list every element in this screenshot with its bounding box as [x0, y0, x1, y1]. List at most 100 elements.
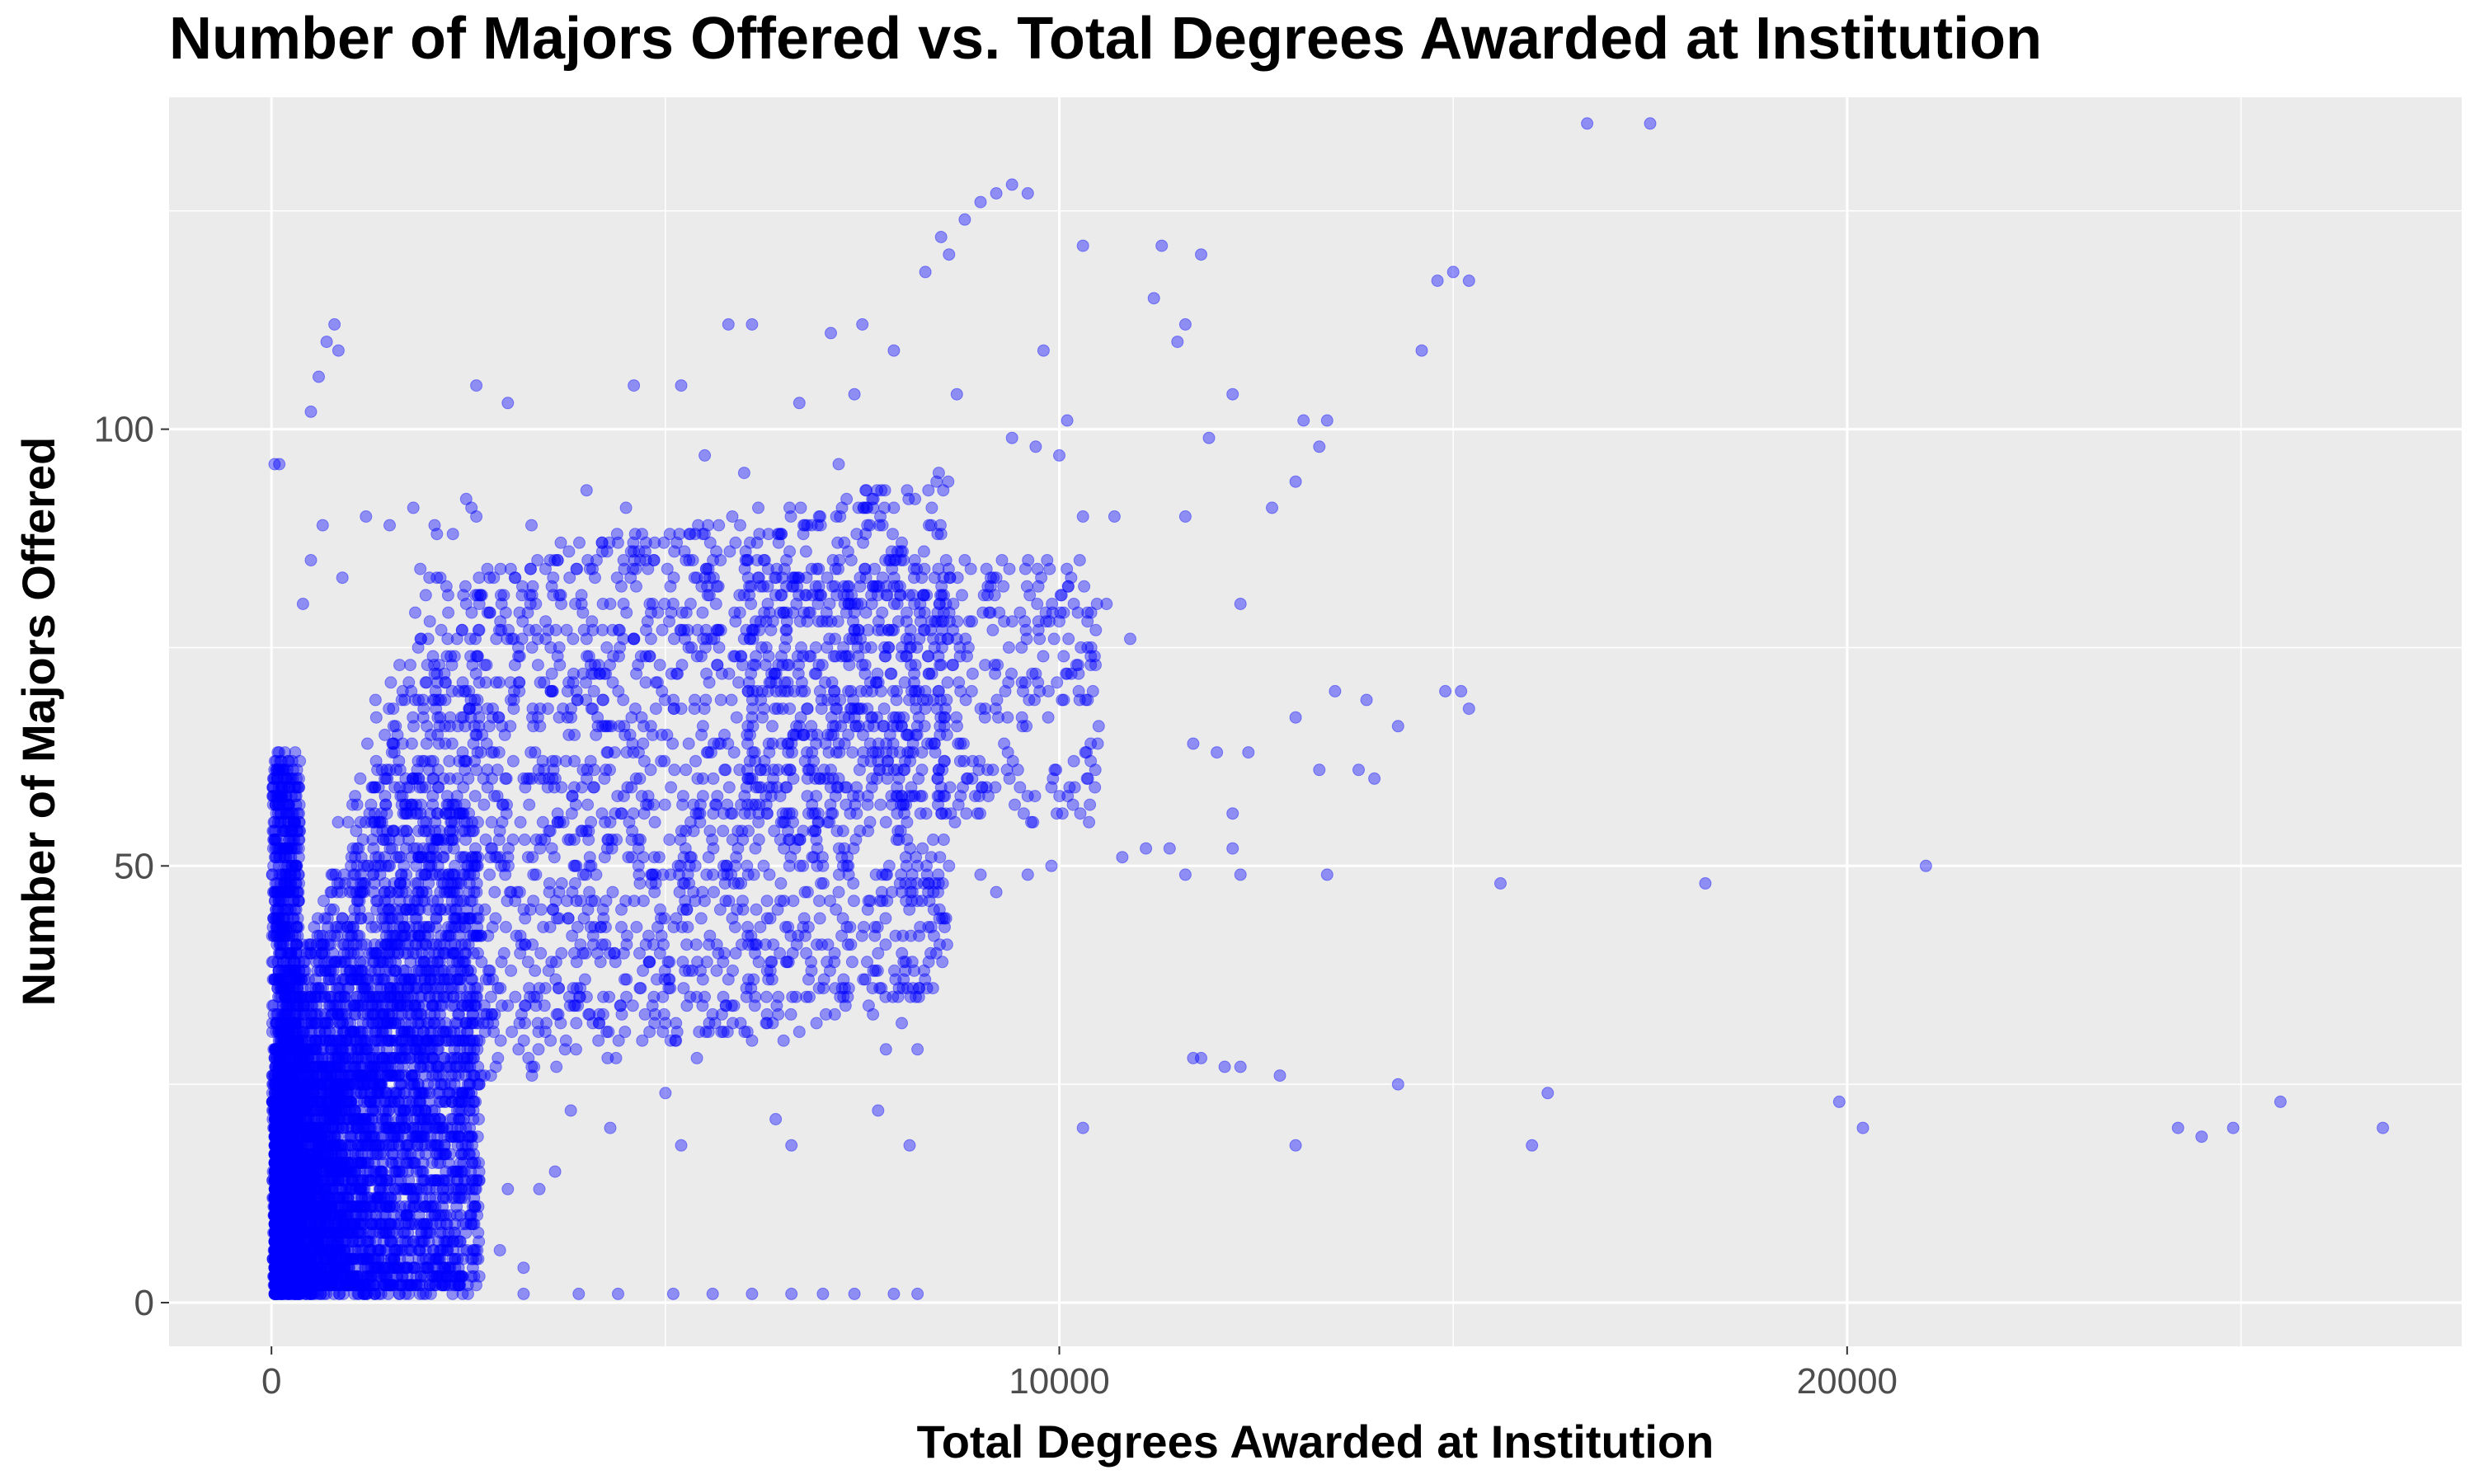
scatter-point: [548, 1165, 562, 1178]
scatter-point: [336, 571, 349, 585]
plot-panel: [169, 97, 2462, 1346]
scatter-point: [453, 1113, 466, 1125]
scatter-point: [275, 1130, 288, 1144]
scatter-point: [356, 1244, 369, 1256]
scatter-point: [461, 1279, 474, 1292]
scatter-point: [441, 632, 454, 646]
scatter-point: [604, 1121, 617, 1134]
scatter-point: [1289, 711, 1302, 724]
scatter-point: [872, 1104, 885, 1117]
scatter-point: [761, 580, 774, 593]
scatter-point: [432, 1069, 445, 1082]
scatter-point: [1124, 632, 1136, 646]
scatter-point: [840, 650, 854, 663]
scatter-point: [356, 1121, 369, 1134]
scatter-point: [612, 1287, 624, 1300]
scatter-point: [400, 824, 413, 838]
scatter-point: [1455, 684, 1468, 697]
scatter-point: [911, 1043, 924, 1056]
scatter-point: [1021, 187, 1034, 200]
scatter-point: [419, 676, 432, 689]
scatter-point: [1699, 877, 1712, 890]
scatter-point: [840, 492, 854, 505]
scatter-point: [1116, 851, 1129, 864]
scatter-point: [470, 379, 483, 392]
scatter-point: [1061, 414, 1074, 427]
scatter-point: [380, 946, 393, 960]
scatter-point: [368, 877, 381, 890]
scatter-point: [294, 1165, 308, 1178]
scatter-point: [369, 693, 382, 707]
scatter-point: [943, 248, 956, 261]
scatter-point: [825, 326, 837, 340]
scatter-point: [420, 676, 433, 689]
scatter-point: [832, 885, 845, 899]
scatter-point: [417, 1113, 430, 1125]
scatter-point: [427, 1051, 440, 1064]
scatter-point: [376, 824, 389, 838]
scatter-point: [304, 1191, 317, 1205]
scatter-point: [903, 1139, 916, 1152]
scatter-point: [404, 659, 416, 672]
scatter-point: [312, 1218, 324, 1231]
scatter-point: [896, 885, 908, 899]
scatter-point: [1178, 510, 1192, 523]
scatter-point: [501, 397, 515, 410]
scatter-point: [271, 746, 285, 759]
scatter-point: [420, 938, 432, 951]
scatter-point: [412, 1121, 425, 1134]
scatter-point: [468, 868, 481, 881]
scatter-point: [1202, 431, 1216, 444]
scatter-point: [405, 737, 418, 750]
scatter-point: [397, 859, 411, 872]
scatter-point: [369, 711, 383, 724]
scatter-point: [1644, 117, 1657, 130]
scatter-point: [301, 1130, 314, 1144]
scatter-point: [426, 798, 440, 811]
scatter-point: [557, 702, 570, 716]
scatter-point: [290, 1087, 303, 1100]
scatter-point: [470, 859, 483, 872]
scatter-point: [270, 1226, 282, 1239]
scatter-point: [362, 1121, 375, 1134]
major-gridlines: [169, 97, 2462, 1346]
scatter-point: [346, 798, 359, 811]
scatter-point: [383, 702, 396, 716]
scatter-point: [950, 387, 963, 401]
scatter-point: [380, 1051, 393, 1064]
scatter-point: [1446, 265, 1460, 279]
scatter-point: [275, 815, 288, 829]
scatter-point: [896, 720, 908, 733]
scatter-point: [473, 571, 486, 585]
scatter-point: [375, 999, 388, 1012]
scatter-point: [463, 912, 477, 925]
scatter-point: [421, 659, 434, 672]
scatter-point: [934, 528, 948, 541]
scatter-point: [690, 1051, 703, 1064]
scatter-point: [848, 1287, 861, 1300]
scatter-point: [465, 1270, 478, 1283]
scatter-point: [374, 1165, 388, 1178]
scatter-point: [276, 1139, 289, 1152]
scatter-point: [440, 580, 453, 593]
scatter-point: [714, 554, 727, 566]
scatter-point: [287, 1261, 300, 1275]
scatter-point: [517, 1287, 530, 1300]
scatter-point: [447, 1235, 460, 1248]
scatter-point: [1195, 248, 1207, 261]
scatter-point: [360, 1279, 373, 1292]
scatter-point: [958, 213, 971, 226]
scatter-point: [275, 1252, 288, 1266]
scatter-point: [370, 946, 383, 960]
scatter-point: [365, 798, 378, 811]
scatter-point: [457, 895, 470, 908]
scatter-point: [367, 842, 380, 855]
scatter-point: [444, 929, 457, 942]
scatter-point: [384, 676, 397, 689]
scatter-point: [493, 1244, 506, 1256]
scatter-point: [290, 1252, 303, 1266]
scatter-point: [455, 1182, 468, 1195]
scatter-point: [943, 859, 956, 872]
scatter-point: [391, 728, 404, 741]
scatter-point: [426, 938, 440, 951]
